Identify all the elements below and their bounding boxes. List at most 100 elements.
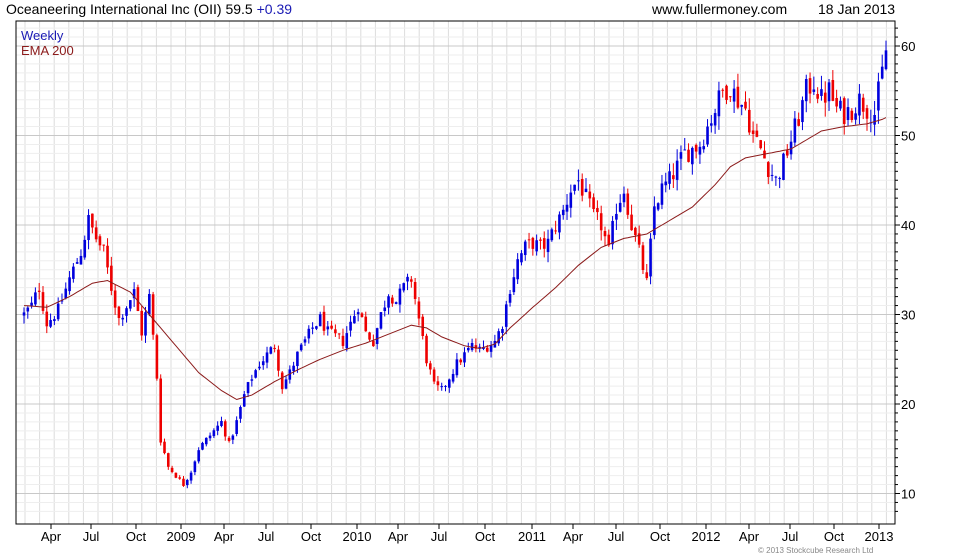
chart-date: 18 Jan 2013 bbox=[818, 1, 896, 17]
candle-down bbox=[113, 290, 117, 308]
candle-up bbox=[584, 188, 588, 193]
candle-up bbox=[516, 259, 519, 280]
candle-up bbox=[231, 435, 235, 440]
candle-down bbox=[816, 93, 819, 99]
candle-up bbox=[873, 114, 876, 125]
candle-up bbox=[463, 352, 466, 363]
candle-down bbox=[474, 345, 478, 349]
candle-down bbox=[641, 245, 645, 270]
candle-up bbox=[550, 229, 554, 241]
candle-down bbox=[485, 347, 489, 352]
y-tick-label: 20 bbox=[901, 397, 915, 412]
candle-down bbox=[588, 191, 592, 199]
candle-up bbox=[702, 146, 706, 150]
candle-up bbox=[846, 107, 850, 121]
candle-up bbox=[611, 220, 614, 245]
candle-down bbox=[751, 130, 755, 134]
candle-up bbox=[64, 288, 68, 299]
candle-down bbox=[672, 175, 675, 180]
candle-up bbox=[87, 215, 90, 241]
candle-up bbox=[732, 88, 736, 102]
y-tick-label: 40 bbox=[901, 218, 915, 233]
candle-up bbox=[292, 365, 295, 372]
candle-down bbox=[227, 437, 231, 441]
candle-up bbox=[375, 328, 379, 344]
candle-down bbox=[117, 306, 121, 319]
candle-down bbox=[102, 244, 106, 246]
candle-up bbox=[56, 303, 60, 320]
candle-up bbox=[501, 329, 504, 334]
candle-up bbox=[208, 435, 212, 439]
candle-up bbox=[315, 326, 318, 329]
x-tick-label: Oct bbox=[824, 529, 845, 544]
candle-down bbox=[721, 89, 725, 91]
candle-up bbox=[265, 352, 269, 363]
candle-up bbox=[296, 351, 299, 367]
candle-down bbox=[436, 381, 440, 386]
candle-up bbox=[148, 293, 151, 315]
candle-down bbox=[98, 236, 102, 246]
candle-up bbox=[664, 181, 668, 186]
x-tick-label: Oct bbox=[126, 529, 147, 544]
x-tick-label: Oct bbox=[650, 529, 671, 544]
candle-down bbox=[337, 333, 341, 335]
candle-up bbox=[713, 113, 717, 126]
candle-down bbox=[432, 369, 436, 382]
candle-up bbox=[710, 123, 713, 126]
x-tick-label: Apr bbox=[41, 529, 62, 544]
candle-down bbox=[823, 92, 827, 103]
candle-up bbox=[717, 90, 721, 117]
candle-down bbox=[166, 453, 170, 467]
candle-up bbox=[193, 461, 197, 473]
legend-ema200: EMA 200 bbox=[21, 43, 74, 58]
candle-down bbox=[842, 98, 846, 124]
candle-up bbox=[466, 347, 470, 351]
candle-up bbox=[565, 204, 569, 212]
candle-up bbox=[577, 180, 580, 182]
candle-up bbox=[455, 359, 459, 376]
candle-down bbox=[410, 279, 413, 282]
candle-down bbox=[729, 96, 732, 98]
candle-up bbox=[618, 202, 622, 212]
plot-border bbox=[15, 20, 896, 525]
x-tick-label: Apr bbox=[214, 529, 235, 544]
candle-up bbox=[561, 209, 565, 216]
candle-up bbox=[691, 147, 694, 165]
candle-down bbox=[170, 467, 174, 472]
candle-up bbox=[615, 213, 618, 220]
chart-header: Oceaneering International Inc (OII) 59.5… bbox=[0, 0, 900, 18]
candle-down bbox=[37, 290, 41, 292]
candle-down bbox=[151, 294, 155, 335]
candle-up bbox=[284, 379, 288, 389]
candle-up bbox=[239, 406, 242, 419]
candle-down bbox=[140, 310, 144, 336]
candle-up bbox=[79, 255, 83, 265]
x-tick-label: Jul bbox=[608, 529, 625, 544]
candle-down bbox=[637, 233, 641, 245]
candle-up bbox=[398, 288, 402, 305]
candle-down bbox=[334, 329, 337, 334]
candle-down bbox=[459, 359, 462, 363]
candle-down bbox=[421, 316, 425, 336]
candle-down bbox=[599, 213, 603, 231]
candle-up bbox=[311, 327, 314, 329]
candle-up bbox=[782, 153, 785, 180]
candle-up bbox=[349, 321, 352, 331]
ema200-line bbox=[23, 117, 887, 401]
candle-down bbox=[630, 214, 633, 231]
x-tick-label: Jul bbox=[83, 529, 100, 544]
site-link[interactable]: www.fullermoney.com bbox=[652, 1, 788, 17]
candle-up bbox=[740, 104, 744, 107]
candle-up bbox=[820, 89, 823, 96]
x-tick-label: 2013 bbox=[865, 529, 894, 544]
candle-down bbox=[554, 230, 557, 232]
candle-up bbox=[880, 66, 884, 79]
candle-down bbox=[136, 287, 140, 312]
candle-up bbox=[406, 276, 409, 282]
candle-down bbox=[413, 282, 417, 299]
candle-down bbox=[808, 78, 812, 94]
candle-up bbox=[801, 100, 804, 123]
candle-down bbox=[341, 335, 345, 346]
candle-up bbox=[394, 302, 398, 304]
